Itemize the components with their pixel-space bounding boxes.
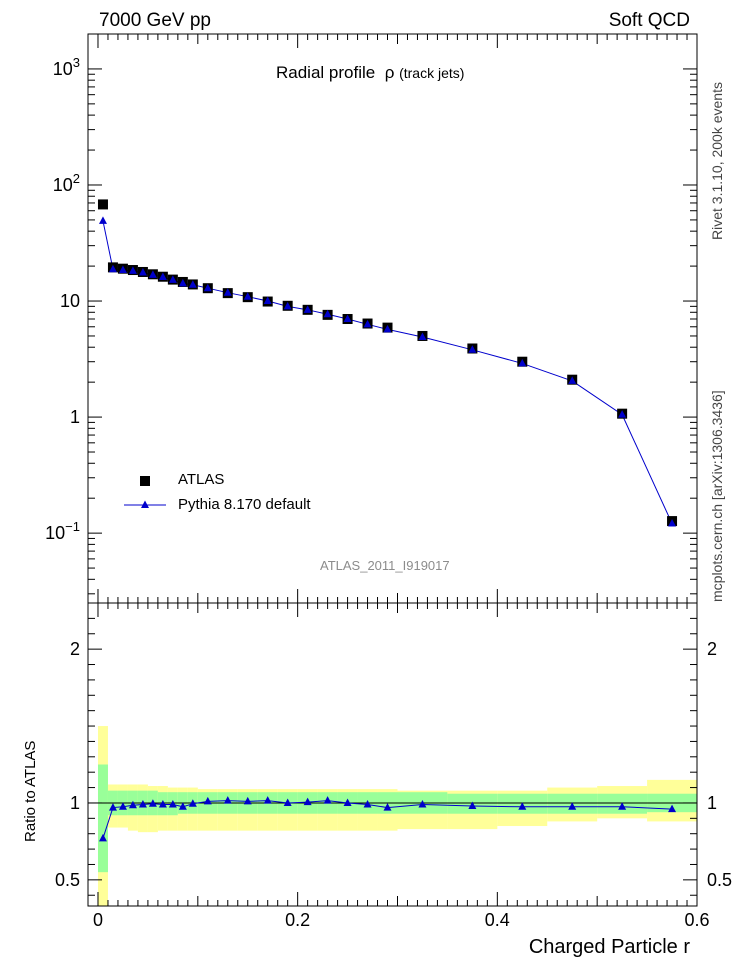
pythia-point [618, 410, 627, 418]
chart-title: Radial profile ρ (track jets) [276, 63, 464, 83]
pythia-point [383, 324, 392, 333]
ratio-point [363, 799, 372, 808]
pythia-point [118, 265, 127, 274]
ratio-y-tick-label-right: 0.5 [707, 870, 732, 890]
pythia-point [343, 314, 352, 323]
main-plot-frame [87, 33, 698, 604]
ratio-point [343, 798, 352, 806]
pythia-point [98, 216, 107, 224]
ratio-y-tick-label: 1 [70, 793, 80, 813]
legend-label-pythia: Pythia 8.170 default [178, 496, 311, 513]
ratio-point [178, 802, 187, 810]
ratio-point [518, 802, 527, 810]
atlas-point [97, 199, 108, 210]
ratio-point [148, 799, 157, 807]
ratio-point [168, 799, 177, 808]
y-tick-label: 10−1 [45, 519, 80, 543]
ratio-point [223, 796, 232, 804]
chart-title-sub: (track jets) [399, 65, 465, 81]
x-tick-label: 0.4 [485, 910, 510, 930]
pythia-point [188, 280, 197, 288]
ratio-point [128, 800, 137, 809]
ratio-uncertainty-bands [88, 726, 697, 906]
pythia-point [263, 296, 272, 305]
pythia-point [223, 288, 232, 296]
side-text-mcplots: mcplots.cern.ch [arXiv:1306.3436] [709, 390, 725, 602]
ratio-point [418, 799, 427, 808]
ratio-plot-frame [87, 602, 698, 907]
pythia-point [323, 309, 332, 318]
pythia-point [158, 272, 167, 281]
pythia-point [668, 519, 677, 527]
ratio-point [108, 803, 117, 811]
band-inner-bin [97, 764, 108, 873]
pythia-point [363, 319, 372, 328]
y-tick-label: 10 [60, 291, 80, 311]
pythia-point [468, 345, 477, 353]
ratio-y-tick-label-right: 1 [707, 793, 717, 813]
pythia-point [148, 270, 157, 278]
ratio-point [303, 797, 312, 806]
ratio-y-axis-label: Ratio to ATLAS [22, 740, 39, 842]
chart-title-symbol: ρ [384, 63, 395, 82]
ratio-point [158, 799, 167, 808]
ratio-point [203, 796, 212, 805]
chart-title-text: Radial profile [276, 63, 376, 82]
y-tick-label: 102 [53, 171, 80, 195]
ratio-point [263, 796, 272, 804]
ratio-point [383, 803, 392, 811]
ratio-point [138, 799, 147, 808]
pythia-point [128, 266, 137, 274]
pythia-point [168, 275, 177, 283]
ratio-point [98, 833, 107, 842]
ratio-point [323, 796, 332, 804]
ratio-y-tick-label-right: 2 [707, 639, 717, 659]
x-tick-label: 0 [93, 910, 103, 930]
ratio-point [283, 798, 292, 806]
side-text-rivet: Rivet 3.1.10, 200k events [709, 82, 725, 240]
pythia-point [303, 305, 312, 313]
pythia-point [283, 301, 292, 310]
ratio-point [668, 804, 677, 813]
pythia-point [568, 376, 577, 384]
x-axis-label: Charged Particle r [528, 936, 690, 958]
x-tick-label: 0.2 [285, 910, 310, 930]
pythia-point [518, 358, 527, 367]
analysis-watermark: ATLAS_2011_I919017 [320, 558, 450, 573]
pythia-point [178, 278, 187, 287]
ratio-point [568, 802, 577, 810]
ratio-y-tick-label: 0.5 [55, 870, 80, 890]
ratio-point [188, 799, 197, 807]
pythia-point [243, 292, 252, 300]
legend-label-atlas: ATLAS [178, 471, 225, 488]
ratio-point [618, 802, 627, 810]
x-tick-label: 0.6 [684, 910, 709, 930]
pythia-point [108, 264, 117, 273]
ratio-point [118, 802, 127, 810]
ratio-y-tick-label: 2 [70, 639, 80, 659]
ratio-point [468, 801, 477, 810]
pythia-point [418, 332, 427, 340]
header-right: Soft QCD [608, 10, 690, 31]
header-left: 7000 GeV pp [99, 10, 211, 31]
ratio-point [243, 796, 252, 805]
pythia-point [138, 268, 147, 276]
y-tick-label: 103 [53, 55, 80, 79]
legend-marker-pythia [141, 500, 149, 508]
y-tick-label: 1 [70, 407, 80, 427]
legend-marker-atlas [140, 476, 150, 486]
pythia-point [203, 283, 212, 292]
